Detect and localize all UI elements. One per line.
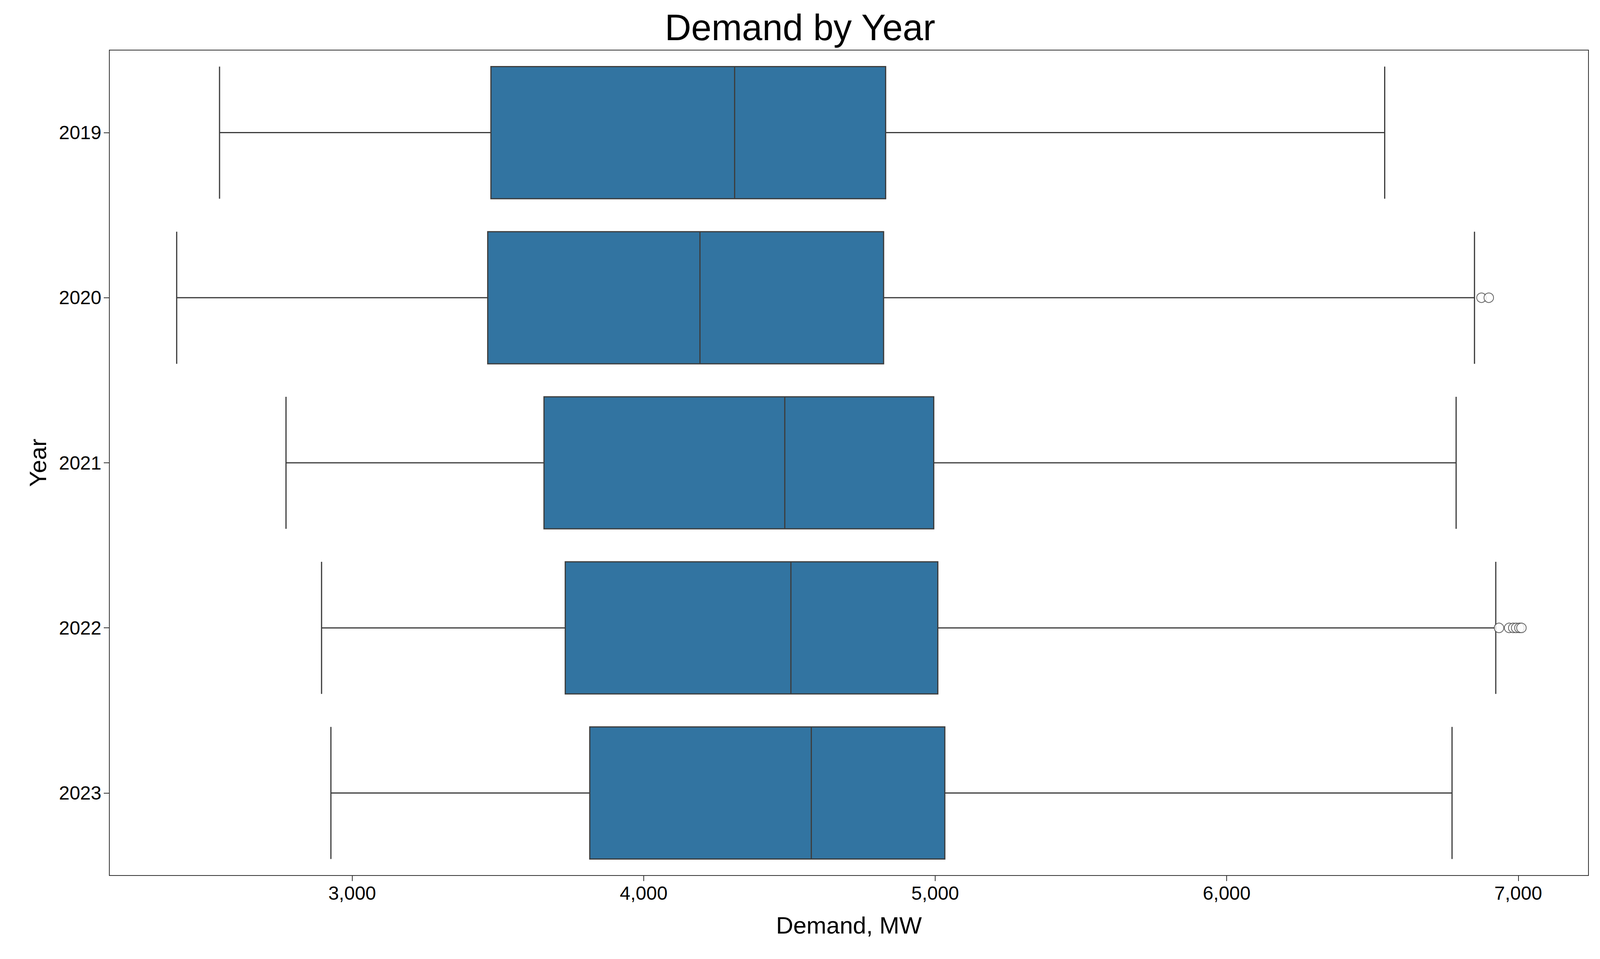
svg-text:2021: 2021 [58, 452, 102, 474]
svg-text:Year: Year [24, 438, 52, 487]
svg-text:Demand, MW: Demand, MW [776, 912, 923, 939]
svg-text:2022: 2022 [58, 617, 102, 639]
svg-text:5,000: 5,000 [911, 882, 960, 904]
svg-text:2020: 2020 [58, 287, 102, 309]
svg-text:4,000: 4,000 [619, 882, 668, 904]
svg-text:6,000: 6,000 [1202, 882, 1251, 904]
svg-text:3,000: 3,000 [328, 882, 377, 904]
svg-text:Demand by Year: Demand by Year [664, 7, 936, 48]
svg-text:2023: 2023 [58, 782, 102, 804]
svg-text:7,000: 7,000 [1494, 882, 1542, 904]
svg-text:2019: 2019 [58, 122, 102, 144]
